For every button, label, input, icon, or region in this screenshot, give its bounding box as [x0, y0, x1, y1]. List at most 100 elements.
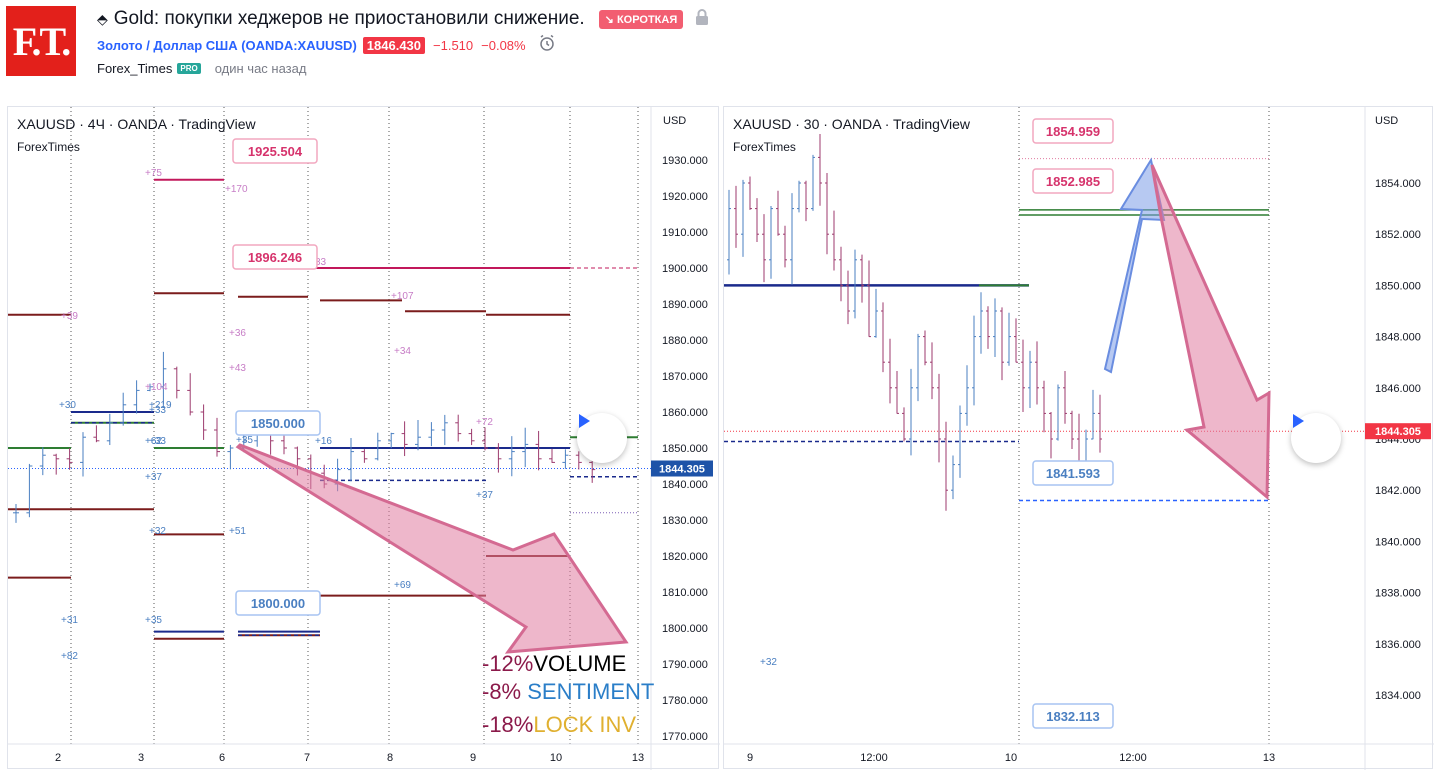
x-tick-label: 10: [550, 752, 562, 764]
y-tick-label: 1790.000: [662, 659, 708, 671]
chart-panel-30m[interactable]: USD 1854.000 1852.000 1850.000 1848.000 1846.…: [723, 106, 1434, 770]
y-tick-label: 1854.000: [1375, 178, 1421, 190]
stat-line: -18%LOCK INV: [482, 712, 636, 737]
play-button-left[interactable]: [577, 413, 627, 463]
small-label: +62: [145, 436, 162, 447]
bearish-arrow: [235, 443, 629, 654]
y-tick-label: 1836.000: [1375, 639, 1421, 651]
chart-4h-source: ForexTimes: [17, 140, 80, 154]
play-icon: [579, 414, 590, 428]
y-tick-label: 1840.000: [1375, 536, 1421, 548]
callout-box: [1032, 168, 1114, 194]
small-label: +170: [225, 184, 248, 195]
symbol-row: Золото / Доллар США (OANDA:XAUUSD) 1846.…: [97, 34, 556, 57]
small-label: +107: [391, 291, 414, 302]
x-tick-label: 12:00: [860, 752, 888, 764]
callout-box: [1032, 118, 1114, 144]
currency-label: USD: [663, 115, 686, 127]
y-tick-label: 1842.000: [1375, 485, 1421, 497]
callout-text: 1925.504: [248, 144, 303, 159]
x-tick-label: 9: [747, 752, 753, 764]
last-price-text: 1844.305: [1375, 426, 1421, 438]
stat-pct: -12%: [482, 651, 533, 676]
y-tick-label: 1820.000: [662, 551, 708, 563]
callout-box: [1032, 460, 1114, 486]
y-tick-label: 1850.000: [662, 443, 708, 455]
chart-30m-source: ForexTimes: [733, 140, 796, 154]
y-tick-label: 1890.000: [662, 299, 708, 311]
y-tick-label: 1930.000: [662, 155, 708, 167]
x-tick-label: 13: [632, 752, 644, 764]
y-tick-label: 1848.000: [1375, 332, 1421, 344]
y-tick-label: 1920.000: [662, 191, 708, 203]
callout-text: 1800.000: [251, 596, 305, 611]
callout-box: [235, 410, 321, 436]
x-tick-label: 12:00: [1119, 752, 1147, 764]
x-tick-label: 9: [470, 752, 476, 764]
small-label: +32: [149, 526, 166, 537]
callout-text: 1852.985: [1046, 174, 1100, 189]
small-label: +33: [149, 436, 166, 447]
x-tick-label: 13: [1263, 752, 1275, 764]
pro-badge: PRO: [177, 62, 201, 74]
price-badge: 1846.430: [362, 36, 426, 54]
chart-4h-canvas[interactable]: USD 1930.000 1920.000 1910.000 1900.000 1890.…: [8, 107, 720, 770]
callout-text: 1896.246: [248, 250, 302, 265]
callout-box: [1032, 703, 1114, 729]
y-tick-label: 1770.000: [662, 731, 708, 743]
chart-panel-4h[interactable]: USD 1930.000 1920.000 1910.000 1900.000 1890.…: [7, 106, 720, 770]
y-tick-label: 1870.000: [662, 371, 708, 383]
idea-header: F.T. ⬘ Gold: покупки хеджеров не приоста…: [0, 0, 1440, 100]
small-label: +104: [145, 382, 168, 393]
small-label: +35: [236, 435, 253, 446]
y-tick-label: 1780.000: [662, 695, 708, 707]
small-label: +69: [394, 580, 411, 591]
x-tick-label: 3: [138, 752, 144, 764]
x-tick-label: 8: [387, 752, 393, 764]
stat-line: -8% SENTIMENT: [482, 679, 654, 704]
small-label: +33: [149, 405, 166, 416]
author-name[interactable]: Forex_Times: [97, 60, 173, 76]
y-tick-label: 1860.000: [662, 407, 708, 419]
y-tick-label: 1910.000: [662, 227, 708, 239]
small-label: +75: [145, 168, 162, 179]
title-row: ⬘ Gold: покупки хеджеров не приостановил…: [97, 7, 709, 31]
x-tick-label: 7: [304, 752, 310, 764]
x-tick-label: 10: [1005, 752, 1017, 764]
bearish-arrow: [1150, 164, 1271, 501]
callout-box: [232, 138, 318, 164]
callout-box: [235, 590, 321, 616]
currency-label: USD: [1375, 115, 1398, 127]
chart-30m-title: XAUUSD · 30 · OANDA · TradingView: [733, 116, 971, 132]
alarm-clock-icon[interactable]: [538, 34, 556, 57]
author-row: Forex_Times PRO один час назад: [97, 59, 306, 77]
stat-pct: -18%: [482, 712, 533, 737]
y-tick-label: 1880.000: [662, 335, 708, 347]
stat-label: VOLUME: [533, 651, 626, 676]
chart-4h-title: XAUUSD · 4Ч · OANDA · TradingView: [17, 116, 256, 132]
x-tick-label: 2: [55, 752, 61, 764]
small-label: +72: [476, 417, 493, 428]
small-label: +35: [145, 615, 162, 626]
y-tick-label: 1900.000: [662, 263, 708, 275]
small-label: +16: [315, 436, 332, 447]
last-price-tag: [1365, 423, 1431, 440]
small-label: +51: [229, 526, 246, 537]
small-label: +43: [229, 363, 246, 374]
play-icon: [1293, 414, 1304, 428]
logo-text: F.T.: [12, 18, 72, 64]
small-label: +37: [145, 472, 162, 483]
stat-line: -12%VOLUME: [482, 651, 626, 676]
small-label: +39: [61, 311, 78, 322]
small-label: +34: [394, 346, 411, 357]
y-tick-label: 1850.000: [1375, 280, 1421, 292]
small-label: +82: [61, 651, 78, 662]
small-label: 33: [315, 257, 327, 268]
callout-box: [232, 244, 318, 270]
chart-30m-canvas[interactable]: USD 1854.000 1852.000 1850.000 1848.000 1846.…: [724, 107, 1434, 770]
y-tick-label: 1838.000: [1375, 588, 1421, 600]
short-badge: ↘ КОРОТКАЯ: [598, 9, 684, 29]
play-button-right[interactable]: [1291, 413, 1341, 463]
symbol-link[interactable]: Золото / Доллар США (OANDA:XAUUSD): [97, 37, 357, 53]
author-logo[interactable]: F.T.: [6, 6, 76, 76]
